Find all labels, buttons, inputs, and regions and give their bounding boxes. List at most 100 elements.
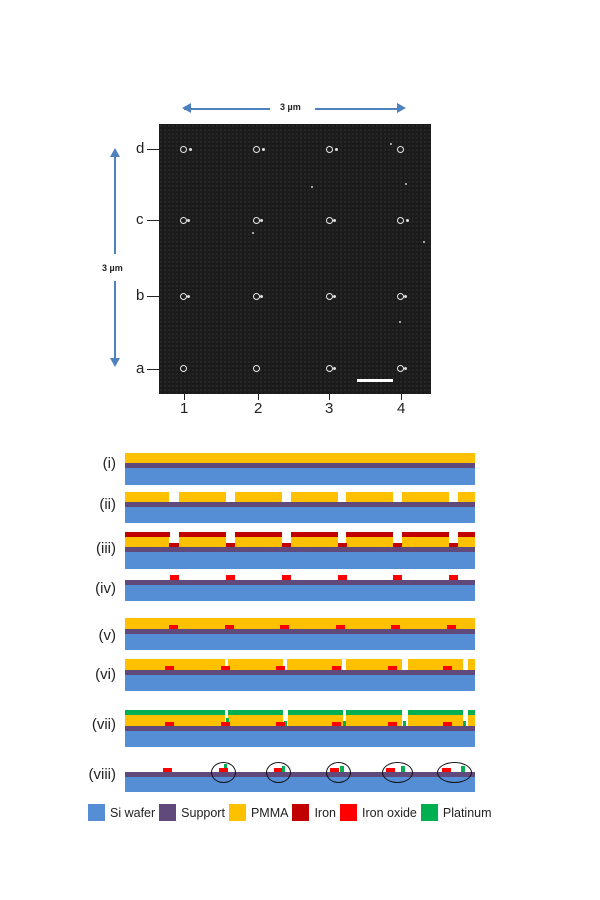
nanoparticle xyxy=(253,217,260,224)
satellite-particle xyxy=(189,148,192,151)
nanoparticle xyxy=(180,146,187,153)
step-label-iii: (iii) xyxy=(96,540,116,557)
satellite-particle xyxy=(333,219,336,222)
nanoparticle xyxy=(253,293,260,300)
si-wafer-layer xyxy=(125,552,475,569)
step-label-ii: (ii) xyxy=(99,496,116,513)
si-wafer-layer xyxy=(125,675,475,691)
step-label-vii: (vii) xyxy=(91,716,116,733)
legend-item-platinum: Platinum xyxy=(420,804,492,821)
col-tick-3 xyxy=(329,394,330,400)
si-wafer-layer xyxy=(125,777,475,792)
support-layer xyxy=(125,726,475,731)
satellite-particle xyxy=(260,219,263,222)
debris-speck xyxy=(399,321,401,323)
nanoparticle xyxy=(326,146,333,153)
col-tick-1 xyxy=(184,394,185,400)
vertical-dimension-arrow-top xyxy=(114,154,116,254)
debris-speck xyxy=(405,183,407,185)
pmma-swatch xyxy=(228,804,246,821)
si-wafer-layer xyxy=(125,731,475,747)
arrowhead-down-icon xyxy=(110,358,120,367)
vertical-dimension-label: 3 µm xyxy=(102,263,123,273)
col-tick-4 xyxy=(401,394,402,400)
legend-label: Iron oxide xyxy=(361,805,417,820)
nanoparticle xyxy=(180,217,187,224)
satellite-particle xyxy=(406,219,409,222)
col-label-3: 3 xyxy=(325,400,334,417)
legend-item-pmma: PMMA xyxy=(228,804,288,821)
step-label-v: (v) xyxy=(98,627,117,644)
si-wafer-layer xyxy=(125,585,475,601)
satellite-particle xyxy=(260,295,263,298)
row-label-a: a xyxy=(136,360,145,377)
debris-speck xyxy=(311,186,313,188)
arrowhead-up-icon xyxy=(110,148,120,157)
row-label-c: c xyxy=(136,211,144,228)
horizontal-dimension-label: 3 µm xyxy=(280,102,301,112)
satellite-particle xyxy=(404,295,407,298)
row-label-b: b xyxy=(136,287,145,304)
nanoparticle xyxy=(397,217,404,224)
vertical-dimension-arrow-bottom xyxy=(114,281,116,361)
nanoparticle xyxy=(326,217,333,224)
satellite-particle xyxy=(333,295,336,298)
step-label-iv: (iv) xyxy=(95,580,116,597)
debris-speck xyxy=(390,143,392,145)
satellite-particle xyxy=(187,219,190,222)
legend-label: Platinum xyxy=(442,805,492,820)
satellite-particle xyxy=(187,295,190,298)
nanoparticle xyxy=(253,146,260,153)
iron-oxide-swatch xyxy=(339,804,357,821)
col-label-2: 2 xyxy=(254,400,263,417)
si-wafer-layer xyxy=(125,507,475,523)
col-label-4: 4 xyxy=(397,400,406,417)
legend-label: Support xyxy=(181,805,225,820)
si-wafer-layer xyxy=(125,468,475,485)
support-swatch xyxy=(159,804,177,821)
legend-label: Si wafer xyxy=(110,805,156,820)
col-tick-2 xyxy=(258,394,259,400)
support-layer xyxy=(125,502,475,507)
nanoparticle xyxy=(326,365,333,372)
debris-speck xyxy=(423,241,425,243)
horizontal-dimension-arrow-left xyxy=(184,108,270,110)
legend-item-iron-oxide: Iron oxide xyxy=(339,804,417,821)
pmma-layer xyxy=(125,618,475,629)
highlight-circle xyxy=(382,762,413,783)
col-label-1: 1 xyxy=(180,400,189,417)
legend-label: Iron xyxy=(314,805,336,820)
nanoparticle xyxy=(180,365,187,372)
legend-item-iron: Iron xyxy=(292,804,336,821)
satellite-particle xyxy=(333,367,336,370)
support-layer xyxy=(125,463,475,468)
nanoparticle xyxy=(253,365,260,372)
legend-item-si-wafer: Si wafer xyxy=(88,804,155,821)
row-tick-d xyxy=(147,149,161,150)
highlight-circle xyxy=(211,762,236,783)
row-tick-c xyxy=(147,220,161,221)
legend: Si wafer Support PMMA Iron Iron oxide Pl… xyxy=(88,804,496,821)
scale-bar xyxy=(357,379,393,382)
support-layer xyxy=(125,580,475,585)
highlight-circle xyxy=(266,762,291,783)
nanoparticle xyxy=(397,146,404,153)
highlight-circle xyxy=(326,762,351,783)
satellite-particle xyxy=(262,148,265,151)
nanoparticle xyxy=(397,293,404,300)
arrowhead-right-icon xyxy=(397,103,406,113)
step-label-vi: (vi) xyxy=(95,666,116,683)
iron-swatch xyxy=(292,804,310,821)
sem-image xyxy=(159,124,431,394)
legend-item-support: Support xyxy=(159,804,225,821)
support-layer xyxy=(125,670,475,675)
nanoparticle xyxy=(326,293,333,300)
row-tick-a xyxy=(147,369,161,370)
row-tick-b xyxy=(147,296,161,297)
nanoparticle xyxy=(180,293,187,300)
step-label-i: (i) xyxy=(102,455,116,472)
highlight-circle xyxy=(437,762,472,783)
support-layer xyxy=(125,772,475,777)
nanoparticle xyxy=(397,365,404,372)
support-layer xyxy=(125,547,475,552)
